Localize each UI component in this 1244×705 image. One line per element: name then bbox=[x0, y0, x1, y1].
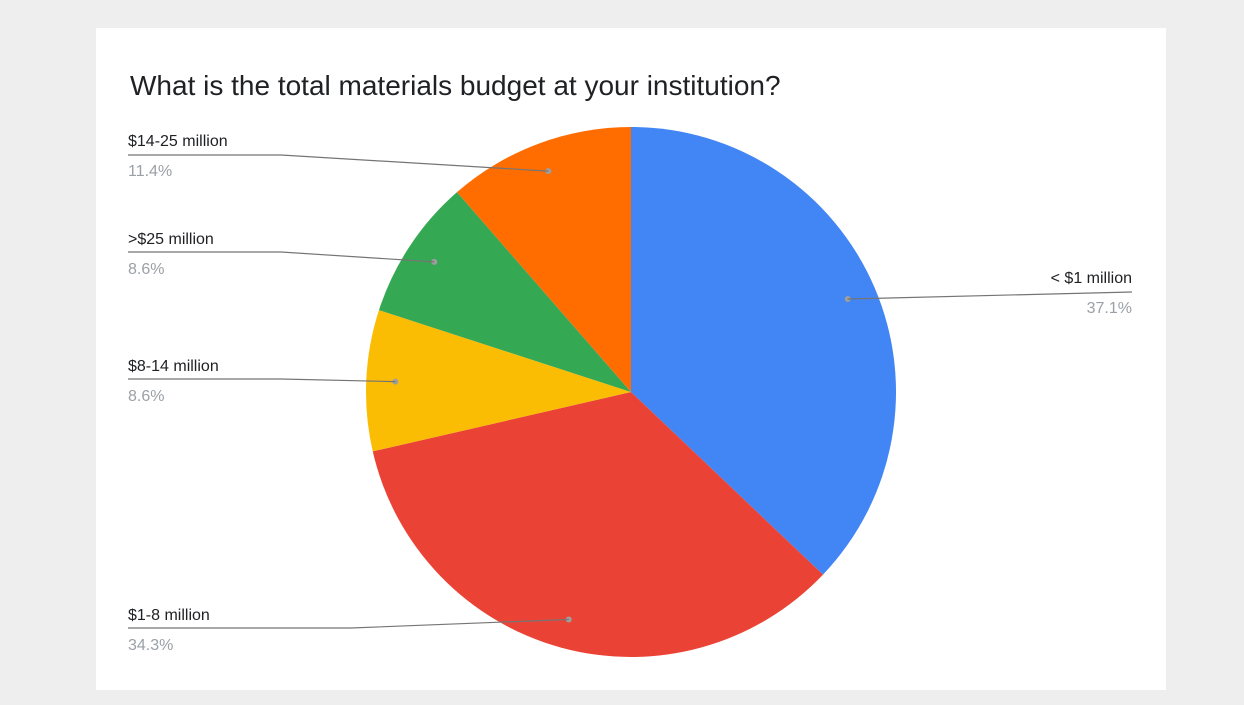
slice-percent-8-14-million: 8.6% bbox=[128, 388, 164, 405]
leader-line-14-25-million bbox=[128, 154, 549, 172]
pie-slice-25-million bbox=[378, 192, 631, 392]
pie-slices bbox=[366, 127, 897, 657]
slice-percent-14-25-million: 11.4% bbox=[128, 163, 172, 180]
slice-label-1-8-million: $1-8 million bbox=[128, 607, 210, 624]
pie-slice-1-million bbox=[631, 127, 897, 575]
pie-slice-14-25-million bbox=[457, 127, 631, 392]
slice-label-1-million: < $1 million bbox=[1051, 270, 1132, 287]
slice-label-14-25-million: $14-25 million bbox=[128, 133, 228, 150]
slice-percent-25-million: 8.6% bbox=[128, 261, 164, 278]
slice-label-8-14-million: $8-14 million bbox=[128, 358, 219, 375]
chart-title: What is the total materials budget at yo… bbox=[130, 70, 781, 101]
leader-lines bbox=[128, 154, 1133, 629]
leader-line-1-million bbox=[847, 291, 1133, 300]
pie-slice-1-8-million bbox=[372, 392, 824, 657]
leader-line-1-8-million bbox=[128, 618, 569, 629]
slice-percent-1-million: 37.1% bbox=[1087, 300, 1132, 317]
pie-chart: What is the total materials budget at yo… bbox=[128, 70, 1133, 657]
pie-slice-8-14-million bbox=[366, 310, 631, 452]
leader-line-25-million bbox=[128, 251, 435, 263]
leader-line-8-14-million bbox=[128, 378, 396, 383]
slice-labels: < $1 million 37.1% $1-8 million 34.3% $8-14 … bbox=[128, 133, 1132, 654]
slice-percent-1-8-million: 34.3% bbox=[128, 637, 173, 654]
chart-card: What is the total materials budget at yo… bbox=[96, 28, 1166, 690]
slice-label-25-million: >$25 million bbox=[128, 231, 214, 248]
